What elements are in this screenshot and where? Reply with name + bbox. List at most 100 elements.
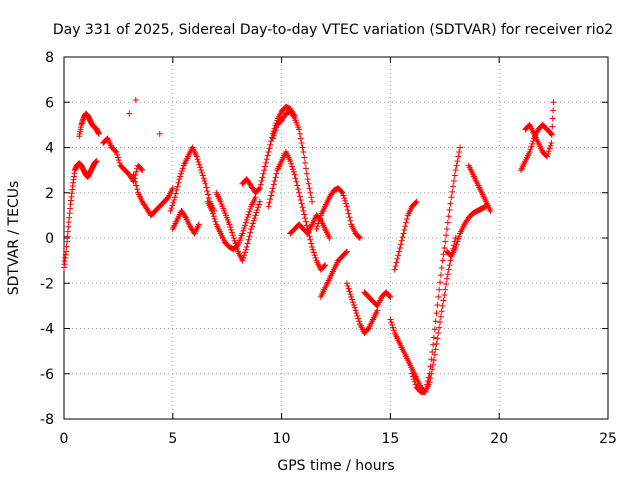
data-point-dense xyxy=(312,254,319,261)
data-point-dense xyxy=(307,236,314,243)
data-point-dense xyxy=(168,205,175,212)
data-point xyxy=(339,189,346,196)
data-point-dense xyxy=(258,177,265,184)
data-point-dense xyxy=(212,218,219,225)
data-point-dense xyxy=(437,313,444,320)
data-point xyxy=(309,198,316,205)
data-point-dense xyxy=(257,181,264,188)
data-point-dense xyxy=(389,321,396,328)
data-point-dense xyxy=(311,252,318,259)
data-point-dense xyxy=(299,204,306,211)
data-point-outlier xyxy=(132,96,139,103)
data-point-dense xyxy=(398,237,405,244)
data-point xyxy=(409,370,416,377)
data-point xyxy=(548,139,555,146)
data-point xyxy=(256,185,263,192)
y-tick-label: 8 xyxy=(45,50,54,66)
data-point-dense xyxy=(316,217,323,224)
data-point xyxy=(343,248,350,255)
data-point xyxy=(343,203,350,210)
data-point-dense xyxy=(347,291,354,298)
x-tick-label: 25 xyxy=(599,431,617,447)
data-point-dense xyxy=(433,310,440,317)
data-point xyxy=(487,207,494,214)
data-point-dense xyxy=(424,377,431,384)
data-point-dense xyxy=(267,196,274,203)
data-point xyxy=(226,221,233,228)
data-point-dense xyxy=(345,210,352,217)
data-point-dense xyxy=(296,193,303,200)
data-point xyxy=(269,185,276,192)
data-point-dense xyxy=(232,240,239,247)
data-point-dense xyxy=(254,206,261,213)
data-point-dense xyxy=(310,249,317,256)
data-point-dense xyxy=(116,159,123,166)
data-point-dense xyxy=(133,182,140,189)
data-point-dense xyxy=(356,318,363,325)
data-point xyxy=(430,357,437,364)
data-point-dense xyxy=(444,271,451,278)
data-point-dense xyxy=(247,206,254,213)
data-point-dense xyxy=(354,312,361,319)
data-point-dense xyxy=(444,219,451,226)
data-point xyxy=(452,244,459,251)
data-point-dense xyxy=(302,159,309,166)
data-point-dense xyxy=(210,213,217,220)
data-point-dense xyxy=(388,319,395,326)
data-point-dense xyxy=(434,301,441,308)
data-point xyxy=(265,203,272,210)
data-point-dense xyxy=(412,381,419,388)
data-point-dense xyxy=(340,192,347,199)
data-point-dense xyxy=(289,163,296,170)
data-point xyxy=(176,176,183,183)
data-point-dense xyxy=(301,154,308,161)
data-point-dense xyxy=(351,304,358,311)
data-point-dense xyxy=(450,183,457,190)
data-point-dense xyxy=(288,160,295,167)
data-point-dense xyxy=(301,211,308,218)
data-point-dense xyxy=(349,296,356,303)
data-points xyxy=(61,96,557,395)
data-point-dense xyxy=(549,123,556,130)
data-point-dense xyxy=(443,281,450,288)
data-point-dense xyxy=(199,172,206,179)
data-point-dense xyxy=(112,148,119,155)
data-point-dense xyxy=(262,163,269,170)
data-point-dense xyxy=(227,224,234,231)
data-point-dense xyxy=(302,165,309,172)
data-point xyxy=(256,198,263,205)
data-point xyxy=(544,153,551,160)
data-point-dense xyxy=(393,259,400,266)
data-point-dense xyxy=(346,214,353,221)
data-point-dense xyxy=(292,175,299,182)
data-point-dense xyxy=(396,244,403,251)
data-point-dense xyxy=(297,196,304,203)
y-tick-label: -2 xyxy=(40,276,54,292)
grid xyxy=(64,57,608,419)
data-point xyxy=(139,167,146,174)
data-point xyxy=(439,302,446,309)
data-point-dense xyxy=(309,246,316,253)
data-point-dense xyxy=(338,188,345,195)
data-point-dense xyxy=(545,148,552,155)
data-point xyxy=(113,149,120,156)
data-point-dense xyxy=(259,174,266,181)
data-point-dense xyxy=(449,188,456,195)
data-point-dense xyxy=(270,181,277,188)
data-point-dense xyxy=(198,169,205,176)
data-point-dense xyxy=(453,241,460,248)
data-point-dense xyxy=(350,301,357,308)
data-point-dense xyxy=(169,202,176,209)
data-point-dense xyxy=(114,154,121,161)
data-point-dense xyxy=(240,254,247,261)
data-point-dense xyxy=(260,170,267,177)
data-point-dense xyxy=(200,175,207,182)
data-point-dense xyxy=(341,195,348,202)
data-point-dense xyxy=(445,266,452,273)
x-tick-label: 20 xyxy=(490,431,508,447)
data-point-dense xyxy=(455,235,462,242)
data-point-dense xyxy=(446,262,453,269)
data-point xyxy=(208,207,215,214)
data-point-dense xyxy=(456,233,463,240)
